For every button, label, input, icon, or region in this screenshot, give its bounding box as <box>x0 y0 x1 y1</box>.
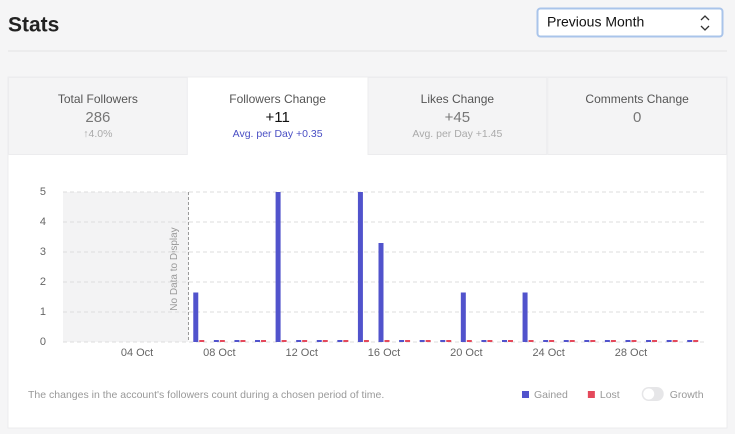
bar <box>425 340 431 342</box>
tab[interactable] <box>367 77 548 155</box>
tab[interactable] <box>547 77 727 155</box>
tab-sub[interactable]: Avg. per Day +0.35 <box>233 128 323 140</box>
y-tick-label: 5 <box>40 186 46 198</box>
bar <box>631 340 637 342</box>
y-tick-label: 2 <box>40 276 46 288</box>
select-value[interactable]: Previous Month <box>547 14 644 30</box>
bar <box>584 340 590 342</box>
bar <box>693 340 699 342</box>
tab-sub[interactable]: ↑4.0% <box>83 128 112 140</box>
bar <box>405 340 411 342</box>
tab-label[interactable]: Followers Change <box>229 92 326 106</box>
bar <box>646 340 652 342</box>
bar <box>666 340 672 342</box>
bar <box>399 340 405 342</box>
caption: The changes in the account's followers c… <box>28 389 384 401</box>
bar <box>528 340 534 342</box>
bar <box>316 340 322 342</box>
bar <box>507 340 513 342</box>
bar <box>193 292 199 342</box>
x-tick-label: 16 Oct <box>368 347 400 359</box>
bar <box>234 340 240 342</box>
x-tick-label: 24 Oct <box>532 347 564 359</box>
bar <box>255 340 261 342</box>
x-tick-label: 08 Oct <box>203 347 235 359</box>
x-tick-label: 20 Oct <box>450 347 482 359</box>
bar <box>563 340 569 342</box>
bar <box>343 340 349 342</box>
legend-swatch <box>522 391 529 398</box>
y-tick-label: 0 <box>40 336 46 348</box>
bar <box>296 340 302 342</box>
bar <box>440 340 446 342</box>
bar <box>378 243 384 342</box>
x-tick-label: 28 Oct <box>615 347 647 359</box>
tab-label[interactable]: Likes Change <box>421 92 495 106</box>
bar <box>487 340 493 342</box>
bar <box>543 340 549 342</box>
bar <box>213 340 219 342</box>
bar <box>199 340 205 342</box>
tab-value[interactable]: +11 <box>265 109 289 126</box>
bar <box>446 340 452 342</box>
tab[interactable] <box>188 77 367 155</box>
bar <box>419 340 425 342</box>
bar <box>281 340 287 342</box>
period-select[interactable]: Previous Month <box>536 7 724 38</box>
bar <box>501 340 507 342</box>
y-tick-label: 1 <box>40 306 46 318</box>
tab-value[interactable]: 286 <box>85 109 110 126</box>
legend-swatch <box>587 391 595 398</box>
bar <box>549 340 555 342</box>
page-title: Stats <box>8 14 59 37</box>
tab-value[interactable]: +45 <box>445 109 470 126</box>
bar <box>261 340 267 342</box>
bar <box>384 340 390 342</box>
no-data-area <box>63 192 189 342</box>
select-box[interactable] <box>536 7 724 38</box>
y-tick-label: 3 <box>40 246 46 258</box>
bar <box>275 192 281 342</box>
toggle-knob[interactable] <box>643 388 655 400</box>
bar <box>569 340 575 342</box>
x-tick-label: 04 Oct <box>121 347 153 359</box>
no-data-label: No Data to Display <box>169 227 180 310</box>
bar <box>625 340 631 342</box>
bar <box>302 340 308 342</box>
tab-value[interactable]: 0 <box>633 109 641 126</box>
legend-label: Gained <box>534 389 568 401</box>
bar <box>240 340 246 342</box>
bar <box>610 340 616 342</box>
bar <box>604 340 610 342</box>
y-tick-label: 4 <box>40 216 46 228</box>
bar <box>363 340 369 342</box>
bar <box>522 292 528 342</box>
tab-sub[interactable]: Avg. per Day +1.45 <box>412 128 502 140</box>
bar <box>590 340 596 342</box>
bar <box>672 340 678 342</box>
bar <box>460 292 466 342</box>
legend-label: Lost <box>600 389 620 401</box>
bar <box>219 340 225 342</box>
x-tick-label: 12 Oct <box>285 347 317 359</box>
bar <box>687 340 693 342</box>
tab[interactable] <box>8 77 188 155</box>
toggle-label[interactable]: Growth <box>670 389 704 401</box>
chevron-icon <box>700 15 710 31</box>
bar <box>337 340 343 342</box>
bar <box>652 340 658 342</box>
tab-label[interactable]: Total Followers <box>58 92 138 106</box>
bar <box>357 192 363 342</box>
bar <box>322 340 328 342</box>
bar <box>466 340 472 342</box>
bar <box>481 340 487 342</box>
tab-label[interactable]: Comments Change <box>585 92 689 106</box>
